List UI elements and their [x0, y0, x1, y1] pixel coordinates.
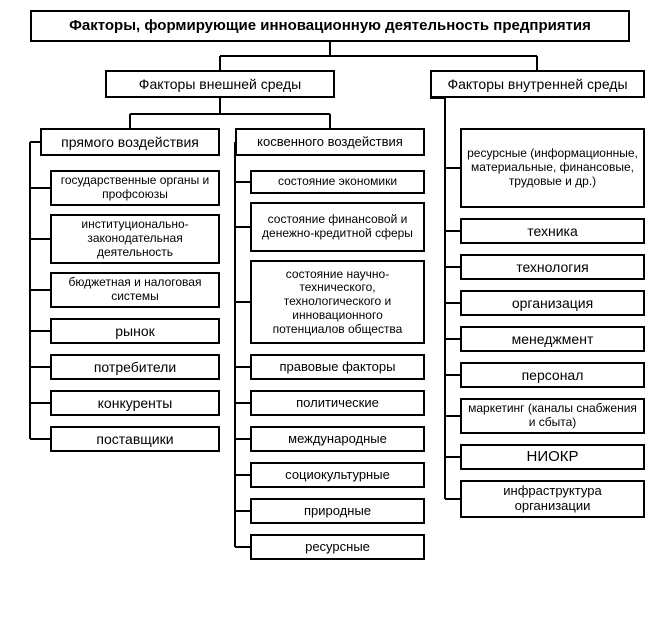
internal-item-3: организация — [460, 290, 645, 316]
internal-factors-box: Факторы внутренней среды — [430, 70, 645, 98]
direct-item-0: государственные органы и профсоюзы — [50, 170, 220, 206]
root-box: Факторы, формирующие инновационную деяте… — [30, 10, 630, 42]
direct-item-3: рынок — [50, 318, 220, 344]
direct-item-6: поставщики — [50, 426, 220, 452]
direct-item-2: бюджетная и налоговая системы — [50, 272, 220, 308]
direct-item-5: конкуренты — [50, 390, 220, 416]
internal-item-2: технология — [460, 254, 645, 280]
internal-item-7: НИОКР — [460, 444, 645, 470]
direct-item-1: институционально-законодательная деятель… — [50, 214, 220, 264]
internal-item-0: ресурсные (информационные, материальные,… — [460, 128, 645, 208]
indirect-item-4: политические — [250, 390, 425, 416]
internal-item-8: инфраструктура организации — [460, 480, 645, 518]
indirect-item-0: состояние экономики — [250, 170, 425, 194]
internal-item-1: техника — [460, 218, 645, 244]
internal-item-4: менеджмент — [460, 326, 645, 352]
indirect-item-6: социокультурные — [250, 462, 425, 488]
internal-item-5: персонал — [460, 362, 645, 388]
indirect-item-5: международные — [250, 426, 425, 452]
internal-item-6: маркетинг (каналы снабжения и сбыта) — [460, 398, 645, 434]
direct-item-4: потребители — [50, 354, 220, 380]
indirect-item-7: природные — [250, 498, 425, 524]
indirect-item-2: состояние научно-технического, технологи… — [250, 260, 425, 344]
indirect-item-8: ресурсные — [250, 534, 425, 560]
diagram-canvas: Факторы, формирующие инновационную деяте… — [0, 0, 663, 617]
external-factors-box: Факторы внешней среды — [105, 70, 335, 98]
indirect-item-1: состояние финансовой и денежно-кредитной… — [250, 202, 425, 252]
indirect-item-3: правовые факторы — [250, 354, 425, 380]
direct-impact-box: прямого воздействия — [40, 128, 220, 156]
indirect-impact-box: косвенного воздействия — [235, 128, 425, 156]
